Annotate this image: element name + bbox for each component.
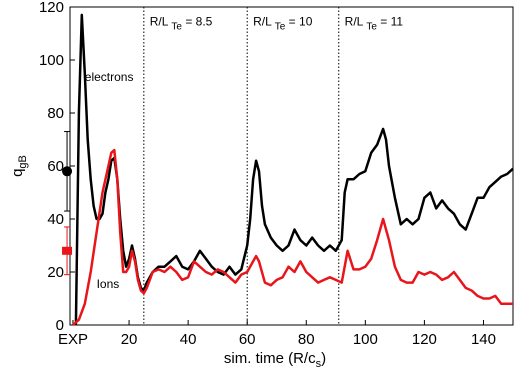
annotation-text: R/L bbox=[345, 15, 364, 29]
series-line bbox=[72, 148, 513, 326]
annotation-text: R/L bbox=[253, 15, 272, 29]
annotation-sub: Te bbox=[171, 22, 182, 33]
y-tick-label: 20 bbox=[47, 264, 64, 281]
y-tick-label: 100 bbox=[39, 52, 64, 69]
annotation-sub: Te bbox=[366, 22, 377, 33]
x-tick-label: 60 bbox=[239, 331, 256, 348]
annotation-sub: Te bbox=[275, 22, 286, 33]
annotation: R/L Te = 10 bbox=[253, 15, 313, 33]
y-tick-label: 120 bbox=[39, 0, 64, 16]
exp-marker bbox=[62, 246, 73, 255]
x-label-text: sim. time (R/c bbox=[224, 350, 316, 367]
x-tick-label: 40 bbox=[180, 331, 197, 348]
y-tick-label: 0 bbox=[56, 317, 64, 334]
y-tick-label: 80 bbox=[47, 105, 64, 122]
y-axis-label: qgB bbox=[9, 155, 29, 177]
x-tick-label: 140 bbox=[471, 331, 496, 348]
y-label-text: q bbox=[9, 169, 26, 177]
y-tick-label: 40 bbox=[47, 211, 64, 228]
annotation: R/L Te = 8.5 bbox=[150, 15, 213, 33]
x-tick-label: 80 bbox=[298, 331, 315, 348]
series-label: electrons bbox=[85, 70, 134, 84]
annotation-after: = 10 bbox=[285, 15, 312, 29]
annotation-after: = 8.5 bbox=[182, 15, 213, 29]
x-tick-label: 100 bbox=[353, 331, 378, 348]
annotation: R/L Te = 11 bbox=[345, 15, 404, 33]
series-label: Ions bbox=[97, 277, 120, 291]
x-label-after: ) bbox=[321, 350, 326, 367]
annotation-after: = 11 bbox=[377, 15, 403, 29]
x-tick-label: EXP bbox=[58, 331, 88, 348]
annotation-text: R/L bbox=[150, 15, 169, 29]
y-label-sub: gB bbox=[17, 155, 29, 168]
exp-marker bbox=[62, 166, 73, 177]
y-tick-label: 60 bbox=[47, 158, 64, 175]
x-tick-label: 20 bbox=[121, 331, 138, 348]
x-axis-label: sim. time (R/cs) bbox=[224, 350, 326, 370]
x-label-sub: s bbox=[316, 358, 322, 370]
x-tick-label: 120 bbox=[412, 331, 437, 348]
